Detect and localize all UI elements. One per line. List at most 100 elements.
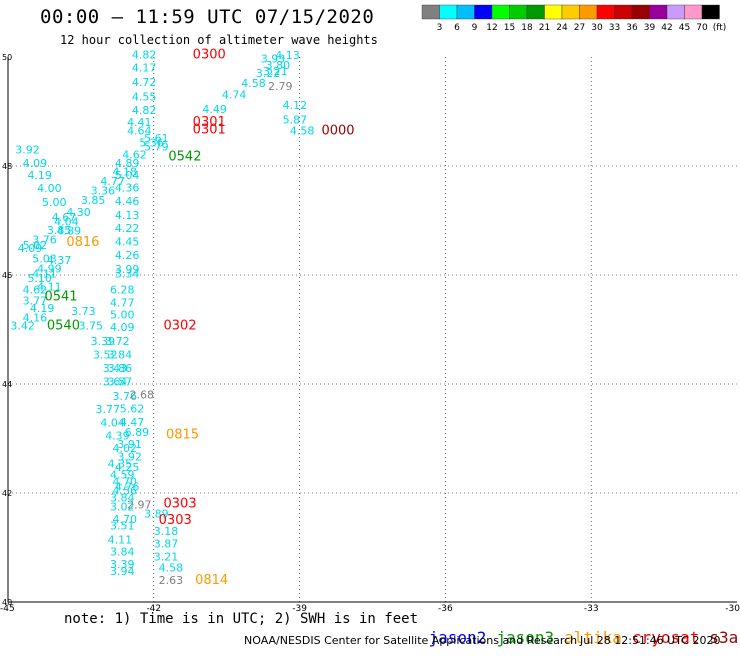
wave-height-value: 5.79 (144, 141, 169, 154)
wave-height-value: 3.57 (108, 376, 133, 389)
wave-height-value: 4.58 (159, 561, 184, 574)
wave-height-value: 3.73 (71, 305, 96, 318)
wave-height-value: 5.04 (115, 169, 140, 182)
wave-height-value: 3.39 (91, 335, 116, 348)
wave-height-value: 5.00 (110, 309, 135, 322)
wave-height-value: 5.10 (27, 272, 52, 285)
legend-s3a: s3a (709, 628, 739, 647)
wave-height-value: 4.89 (57, 225, 82, 238)
colorbar-label: 45 (679, 23, 690, 33)
pass-time-label: 0300 (193, 48, 226, 63)
lon-tick-label: -33 (584, 604, 599, 614)
wave-height-value: 3.21 (263, 65, 288, 78)
wave-height-value: 3.75 (78, 320, 103, 333)
lat-tick-label: 42 (2, 489, 12, 498)
wave-height-value: 4.70 (112, 475, 136, 488)
wave-height-value: 3.42 (10, 320, 35, 333)
wave-height-value: 3.76 (112, 390, 136, 403)
wave-height-value: 4.99 (37, 262, 62, 275)
pass-time-label: 0303 (164, 497, 197, 512)
wave-height-value: 4.19 (30, 302, 55, 315)
wave-height-value: 4.41 (127, 116, 152, 129)
credit-text: NOAA/NESDIS Center for Satellite Applica… (244, 634, 578, 647)
lat-tick-label: 46 (2, 271, 12, 280)
wave-height-value: 4.22 (115, 222, 140, 235)
wave-height-value: 3.72 (105, 335, 130, 348)
colorbar-swatch (526, 4, 545, 20)
lat-tick-label: 48 (2, 162, 12, 171)
colorbar-swatch (491, 4, 510, 20)
wave-height-value: 3.52 (93, 348, 118, 361)
wave-height-value: 3.77 (23, 294, 48, 307)
wave-height-value: 4.82 (132, 104, 157, 117)
wave-height-value: 5.00 (42, 196, 67, 209)
pass-time-label: 0814 (195, 573, 228, 588)
wave-height-value: 4.49 (202, 103, 227, 116)
wave-height-value: 5.61 (144, 132, 169, 145)
wave-height-value: 4.16 (23, 311, 48, 324)
colorbar-swatch (474, 4, 493, 20)
wave-height-value: 4.77 (110, 297, 135, 310)
wave-height-value: 4.04 (54, 215, 79, 228)
wave-height-value: 4.02 (112, 442, 136, 455)
colorbar-swatch (421, 4, 440, 20)
wave-height-value: 3.84 (110, 546, 135, 559)
pass-time-label: 0541 (44, 290, 77, 305)
wave-height-value: 4.58 (241, 77, 266, 90)
colorbar-label: 3 (437, 23, 443, 33)
colorbar-swatch (596, 4, 615, 20)
pass-time-label: 0301 (193, 122, 226, 137)
wave-height-value: 3.92 (15, 143, 40, 156)
timestamp-text: Jul 28 12:51:46 UTC 2020 (580, 634, 721, 647)
wave-height-value: 3.99 (115, 263, 140, 276)
wave-height-value: 4.39 (105, 430, 130, 443)
lat-tick-label: 40 (2, 598, 12, 607)
legend-jason3: jason3 (496, 628, 555, 647)
wave-height-value: 3.34 (115, 268, 140, 281)
wave-height-value: 3.84 (108, 348, 133, 361)
wave-height-value: 3.39 (110, 558, 135, 571)
wave-height-value: 4.17 (132, 62, 157, 75)
wave-height-value: 4.35 (108, 457, 133, 470)
satellite-legend: jason2 jason3 altika cryosat s3a (390, 609, 740, 666)
lon-tick-label: -30 (725, 604, 740, 614)
wave-height-value: 3.94 (110, 565, 135, 578)
wave-height-value: 3.85 (81, 194, 106, 207)
wave-height-value: 3.85 (47, 224, 72, 237)
wave-height-value: 2.63 (159, 574, 184, 587)
legend-jason2: jason2 (428, 628, 487, 647)
colorbar-swatch (561, 4, 580, 20)
colorbar-swatch (684, 4, 703, 20)
wave-height-value: 6.28 (110, 284, 135, 297)
colorbar-swatch (666, 4, 685, 20)
wave-height-value: 4.09 (23, 157, 48, 170)
wave-height-value: 3.92 (117, 450, 142, 463)
wave-height-value: 3.21 (154, 551, 179, 564)
wave-height-value: 3.77 (95, 403, 120, 416)
wave-height-value: 4.58 (290, 124, 315, 137)
colorbar-swatch (631, 4, 650, 20)
wave-height-value: 4.00 (37, 182, 62, 195)
wave-height-value: 5.03 (32, 252, 57, 265)
wave-height-value: 3.02 (110, 500, 135, 513)
colorbar-label: (ft) (713, 23, 727, 33)
wave-height-value: 4.64 (127, 124, 152, 137)
lon-tick-label: -36 (438, 604, 453, 614)
wave-height-value: 3.80 (266, 59, 291, 72)
wave-height-value: 4.62 (122, 148, 146, 161)
wave-height-value: 5.87 (283, 113, 308, 126)
colorbar-swatch (544, 4, 563, 20)
footnote: note: 1) Time is in UTC; 2) SWH is in fe… (64, 611, 419, 627)
wave-height-value: 3.84 (110, 492, 135, 505)
colorbar-label: 27 (574, 23, 585, 33)
wave-height-value: 3.76 (32, 233, 57, 246)
wave-height-value: 2.79 (268, 80, 293, 93)
wave-height-value: 6.89 (125, 426, 150, 439)
altimeter-map-page: 00:00 – 11:59 UTC 07/15/2020 12 hour col… (0, 4, 740, 647)
colorbar-label: 21 (539, 23, 550, 33)
wave-height-value: 4.55 (132, 91, 157, 104)
wave-height-value: 4.11 (108, 534, 133, 547)
wave-height-value: 3.93 (261, 52, 286, 65)
colorbar-swatch (579, 4, 598, 20)
wave-height-value: 4.13 (115, 209, 140, 222)
